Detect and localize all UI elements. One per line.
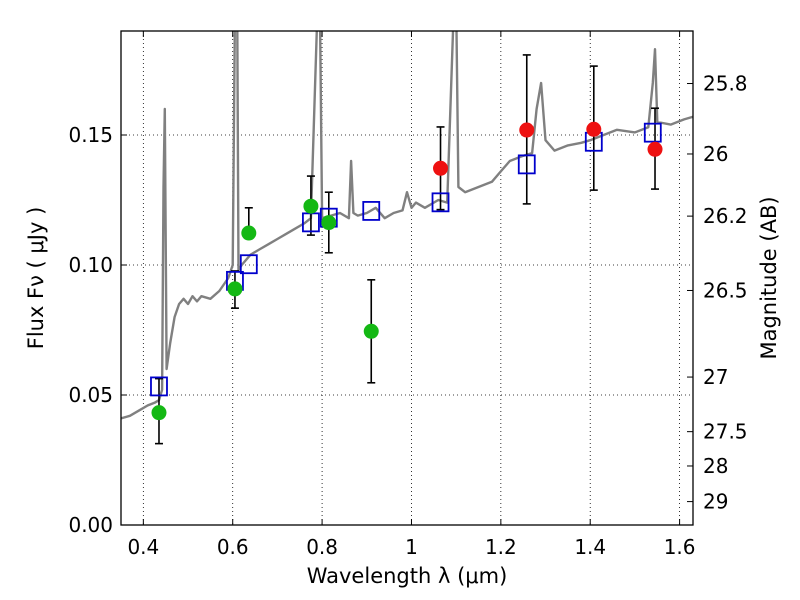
observed-optical-point [303,198,319,214]
y-tick-label: 0.15 [68,123,113,147]
plot-background [121,31,693,525]
observed-optical-point [227,281,243,297]
observed-nir-point [647,141,663,157]
x-tick-label: 1 [405,535,418,559]
x-tick-label: 0.8 [306,535,338,559]
model-photometry-point [517,154,536,175]
x-tick-label: 1.6 [664,535,696,559]
x-tick-label: 0.4 [127,535,159,559]
x-axis-label: Wavelength λ (μm) [307,564,508,588]
x-tick-label: 1.4 [574,535,606,559]
model-photometry-point [643,122,662,143]
y-right-tick-label: 26 [703,142,728,166]
x-tick-label: 0.6 [217,535,249,559]
plot-frame [120,30,694,526]
model-photometry-point [150,376,168,397]
y-right-tick-label: 25.8 [703,72,748,96]
observed-optical-point [151,405,167,421]
x-tick-label: 1.2 [485,535,517,559]
y-tick-label: 0.00 [68,513,113,537]
model-sed-line [121,31,693,420]
observed-optical-point [241,225,257,241]
y-axis-label: Flux Fν ( μJy ) [24,207,48,350]
y-axis-right-label: Magnitude (AB) [757,196,781,359]
observed-nir-point [586,121,602,137]
model-photometry-point [239,254,258,275]
y-right-tick-label: 26.5 [703,278,748,302]
ticks: 0.4 0.6 0.8 1 1.2 1.4 1.6 0.00 0.05 0.10 0.15 25.8 2… [68,31,748,559]
model-photometry-point [431,192,450,213]
observed-optical-point [363,323,379,339]
y-tick-label: 0.05 [68,383,113,407]
y-right-tick-label: 27.5 [703,420,748,444]
observed-nir-point [433,160,449,176]
model-photometry-point [362,201,381,221]
y-right-tick-label: 28 [703,454,728,478]
y-right-tick-label: 29 [703,490,728,514]
observed-optical-point [321,215,337,231]
marker-layer [150,121,663,421]
y-tick-label: 0.10 [68,253,113,277]
observed-nir-point [519,122,535,138]
y-right-tick-label: 27 [703,365,728,389]
y-right-tick-label: 26.2 [703,204,748,228]
model-sed-layer [121,31,693,420]
